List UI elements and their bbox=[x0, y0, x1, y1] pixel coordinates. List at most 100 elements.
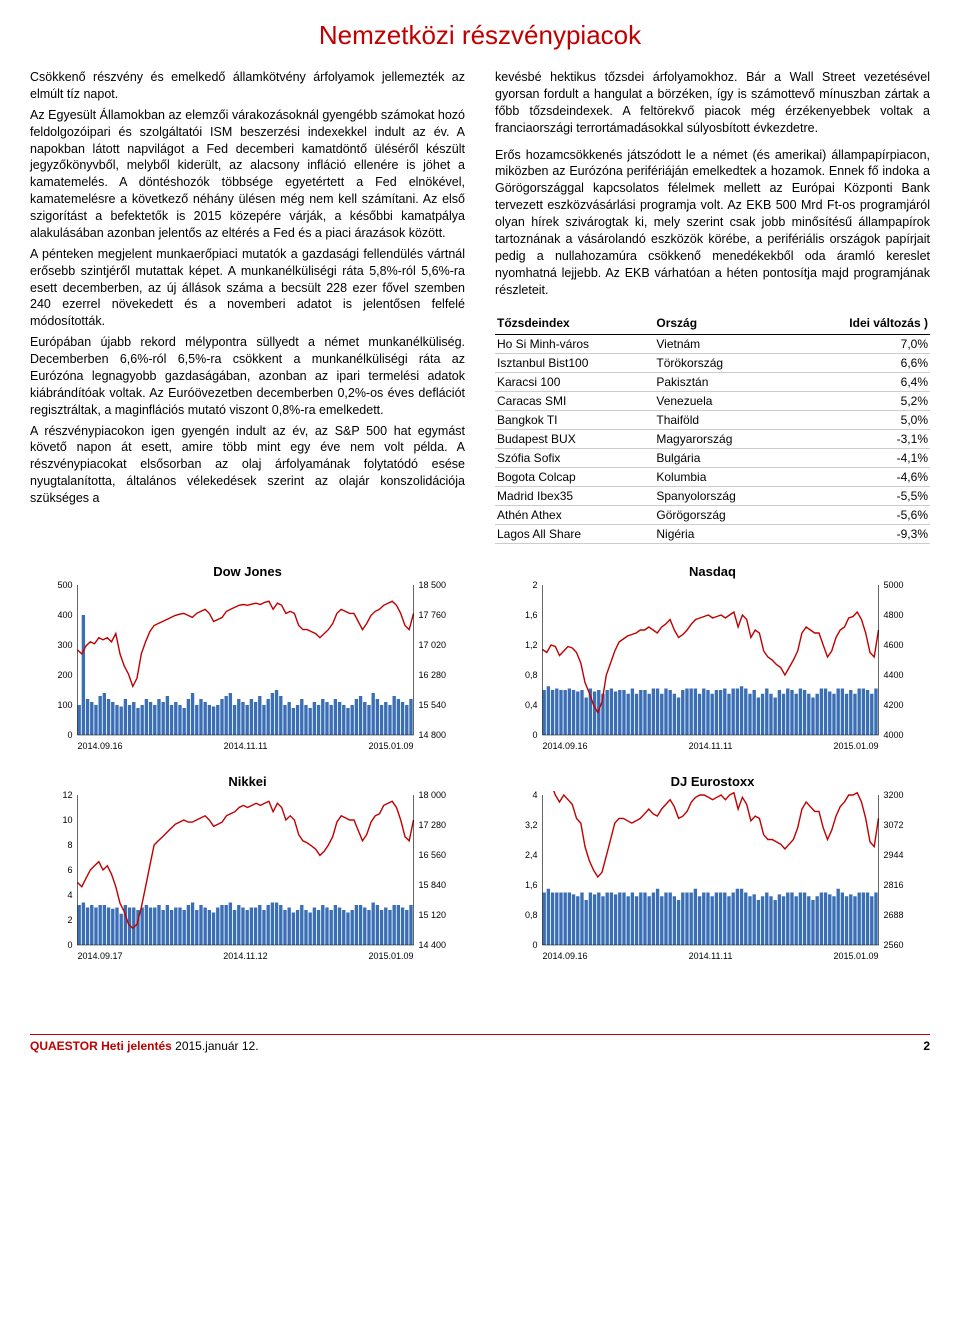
svg-text:0,8: 0,8 bbox=[525, 670, 538, 680]
table-row: Budapest BUXMagyarország-3,1% bbox=[495, 430, 930, 449]
table-row: Isztanbul Bist100Törökország6,6% bbox=[495, 354, 930, 373]
svg-text:4800: 4800 bbox=[884, 610, 904, 620]
chart-nasdaq-title: Nasdaq bbox=[495, 564, 930, 579]
table-cell: 7,0% bbox=[793, 335, 930, 354]
right-col: kevésbé hektikus tőzsdei árfolyamokhoz. … bbox=[495, 69, 930, 544]
left-p5: A részvénypiacokon igen gyengén indult a… bbox=[30, 423, 465, 507]
left-p4: Európában újabb rekord mélypontra süllye… bbox=[30, 334, 465, 418]
svg-text:15 540: 15 540 bbox=[419, 700, 447, 710]
svg-text:2014.11.11: 2014.11.11 bbox=[689, 951, 733, 961]
chart-nikkei-title: Nikkei bbox=[30, 774, 465, 789]
table-cell: -4,1% bbox=[793, 449, 930, 468]
svg-text:18 000: 18 000 bbox=[419, 791, 447, 800]
svg-text:2560: 2560 bbox=[884, 940, 904, 950]
table-cell: Nigéria bbox=[654, 525, 792, 544]
svg-text:4: 4 bbox=[532, 791, 537, 800]
svg-text:2015.01.09: 2015.01.09 bbox=[368, 951, 413, 961]
svg-text:12: 12 bbox=[62, 791, 72, 800]
svg-text:2,4: 2,4 bbox=[525, 850, 538, 860]
table-row: Bogota ColcapKolumbia-4,6% bbox=[495, 468, 930, 487]
svg-text:17 280: 17 280 bbox=[419, 820, 447, 830]
svg-text:2014.11.11: 2014.11.11 bbox=[689, 741, 733, 751]
svg-text:4: 4 bbox=[67, 890, 72, 900]
table-cell: -4,6% bbox=[793, 468, 930, 487]
svg-text:3200: 3200 bbox=[884, 791, 904, 800]
table-cell: -9,3% bbox=[793, 525, 930, 544]
svg-text:100: 100 bbox=[57, 700, 72, 710]
svg-text:2014.09.16: 2014.09.16 bbox=[78, 741, 123, 751]
svg-text:4600: 4600 bbox=[884, 640, 904, 650]
table-cell: Athén Athex bbox=[495, 506, 654, 525]
chart-nasdaq: Nasdaq 21,61,20,80,405000480046004400420… bbox=[495, 564, 930, 764]
svg-text:0: 0 bbox=[67, 940, 72, 950]
table-cell: -3,1% bbox=[793, 430, 930, 449]
svg-text:1,6: 1,6 bbox=[525, 610, 538, 620]
left-col: Csökkenő részvény és emelkedő államkötvé… bbox=[30, 69, 465, 544]
svg-text:18 500: 18 500 bbox=[419, 581, 447, 590]
left-p1: Csökkenő részvény és emelkedő államkötvé… bbox=[30, 69, 465, 103]
svg-text:16 280: 16 280 bbox=[419, 670, 447, 680]
svg-text:500: 500 bbox=[57, 581, 72, 590]
index-table: TőzsdeindexOrszágIdei változás ) Ho Si M… bbox=[495, 312, 930, 544]
table-cell: Budapest BUX bbox=[495, 430, 654, 449]
svg-text:3,2: 3,2 bbox=[525, 820, 538, 830]
table-row: Madrid Ibex35Spanyolország-5,5% bbox=[495, 487, 930, 506]
left-p3: A pénteken megjelent munkaerőpiaci mutat… bbox=[30, 246, 465, 330]
svg-text:0: 0 bbox=[532, 940, 537, 950]
svg-text:5000: 5000 bbox=[884, 581, 904, 590]
svg-text:4400: 4400 bbox=[884, 670, 904, 680]
chart-eurostoxx-title: DJ Eurostoxx bbox=[495, 774, 930, 789]
svg-text:1,6: 1,6 bbox=[525, 880, 538, 890]
svg-text:15 120: 15 120 bbox=[419, 910, 447, 920]
table-cell: Spanyolország bbox=[654, 487, 792, 506]
svg-text:0,4: 0,4 bbox=[525, 700, 538, 710]
table-row: Lagos All ShareNigéria-9,3% bbox=[495, 525, 930, 544]
charts-grid: Dow Jones 500400300200100018 50017 76017… bbox=[30, 564, 930, 974]
svg-text:1,2: 1,2 bbox=[525, 640, 538, 650]
table-cell: Thaiföld bbox=[654, 411, 792, 430]
table-cell: Szófia Sofix bbox=[495, 449, 654, 468]
chart-nikkei: Nikkei 12108642018 00017 28016 56015 840… bbox=[30, 774, 465, 974]
footer-page: 2 bbox=[923, 1039, 930, 1053]
chart-svg: 500400300200100018 50017 76017 02016 280… bbox=[30, 581, 465, 751]
table-header: Tőzsdeindex bbox=[495, 312, 654, 335]
table-cell: 5,2% bbox=[793, 392, 930, 411]
body-columns: Csökkenő részvény és emelkedő államkötvé… bbox=[30, 69, 930, 544]
table-cell: Pakisztán bbox=[654, 373, 792, 392]
svg-text:2: 2 bbox=[532, 581, 537, 590]
table-header: Idei változás ) bbox=[793, 312, 930, 335]
svg-text:0,8: 0,8 bbox=[525, 910, 538, 920]
chart-svg: 21,61,20,80,4050004800460044004200400020… bbox=[495, 581, 930, 751]
table-cell: 6,6% bbox=[793, 354, 930, 373]
svg-text:2014.09.16: 2014.09.16 bbox=[543, 951, 588, 961]
footer: QUAESTOR Heti jelentés 2015.január 12. 2 bbox=[30, 1034, 930, 1053]
table-cell: Bogota Colcap bbox=[495, 468, 654, 487]
svg-text:10: 10 bbox=[62, 815, 72, 825]
page-title: Nemzetközi részvénypiacok bbox=[30, 20, 930, 51]
svg-text:8: 8 bbox=[67, 840, 72, 850]
table-cell: Ho Si Minh-város bbox=[495, 335, 654, 354]
table-cell: Törökország bbox=[654, 354, 792, 373]
svg-text:0: 0 bbox=[67, 730, 72, 740]
svg-text:2014.09.17: 2014.09.17 bbox=[78, 951, 123, 961]
table-cell: Lagos All Share bbox=[495, 525, 654, 544]
svg-text:3072: 3072 bbox=[884, 820, 904, 830]
table-cell: -5,5% bbox=[793, 487, 930, 506]
svg-text:2688: 2688 bbox=[884, 910, 904, 920]
table-header: Ország bbox=[654, 312, 792, 335]
table-cell: Magyarország bbox=[654, 430, 792, 449]
svg-text:16 560: 16 560 bbox=[419, 850, 447, 860]
table-row: Karacsi 100Pakisztán6,4% bbox=[495, 373, 930, 392]
svg-text:300: 300 bbox=[57, 640, 72, 650]
svg-text:2: 2 bbox=[67, 915, 72, 925]
svg-text:2014.09.16: 2014.09.16 bbox=[543, 741, 588, 751]
table-cell: Bulgária bbox=[654, 449, 792, 468]
svg-text:2944: 2944 bbox=[884, 850, 904, 860]
table-cell: Görögország bbox=[654, 506, 792, 525]
svg-text:200: 200 bbox=[57, 670, 72, 680]
footer-left: QUAESTOR Heti jelentés 2015.január 12. bbox=[30, 1039, 259, 1053]
table-row: Athén AthexGörögország-5,6% bbox=[495, 506, 930, 525]
chart-dow: Dow Jones 500400300200100018 50017 76017… bbox=[30, 564, 465, 764]
svg-text:2015.01.09: 2015.01.09 bbox=[833, 741, 878, 751]
table-row: Szófia SofixBulgária-4,1% bbox=[495, 449, 930, 468]
